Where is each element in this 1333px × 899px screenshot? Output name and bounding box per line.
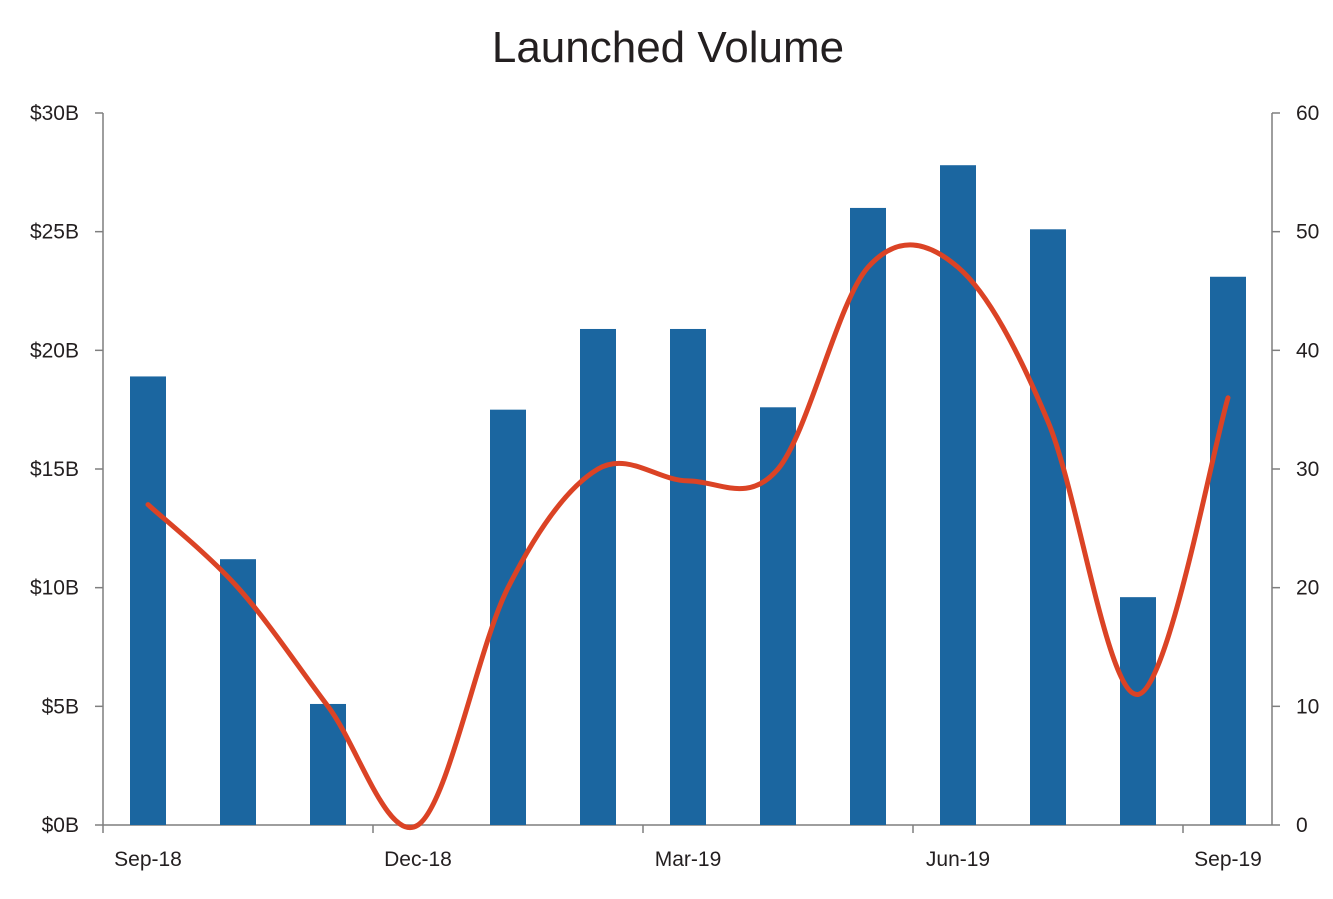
y-left-tick-label: $10B xyxy=(30,577,79,600)
y-left-tick-label: $25B xyxy=(30,221,79,244)
bar xyxy=(940,165,976,826)
x-tick-label: Dec-18 xyxy=(384,848,452,871)
y-right-tick-label: 30 xyxy=(1296,458,1319,481)
line-series xyxy=(145,242,1231,830)
x-tick-label: Sep-19 xyxy=(1194,848,1262,871)
y-left-tick-label: $5B xyxy=(42,695,79,718)
bar xyxy=(850,207,886,825)
y-right-tick-label: 10 xyxy=(1296,695,1319,718)
bar xyxy=(760,407,796,825)
chart-title: Launched Volume xyxy=(492,23,844,72)
y-left-tick-label: $30B xyxy=(30,102,79,125)
y-right-tick-label: 20 xyxy=(1296,577,1319,600)
y-right-tick-label: 60 xyxy=(1296,102,1319,125)
line-path xyxy=(145,242,1231,830)
bar xyxy=(580,328,616,825)
y-left-tick-label: $15B xyxy=(30,458,79,481)
axes: $0B $5B $10B $15B $20B $25B $30B 0 10 20 30 40 50 60 S… xyxy=(30,102,1319,871)
bar xyxy=(1030,229,1066,825)
y-right-tick-label: 40 xyxy=(1296,339,1319,362)
y-left-tick-label: $0B xyxy=(42,814,79,837)
x-tick-label: Jun-19 xyxy=(926,848,990,871)
bar xyxy=(130,376,166,825)
bar-series xyxy=(130,165,1246,826)
y-right-tick-label: 0 xyxy=(1296,814,1308,837)
x-tick-label: Mar-19 xyxy=(655,848,722,871)
bar xyxy=(670,328,706,825)
y-left-tick-label: $20B xyxy=(30,339,79,362)
bar xyxy=(1120,597,1156,825)
bar xyxy=(1210,276,1246,825)
x-tick-label: Sep-18 xyxy=(114,848,182,871)
y-right-tick-label: 50 xyxy=(1296,221,1319,244)
